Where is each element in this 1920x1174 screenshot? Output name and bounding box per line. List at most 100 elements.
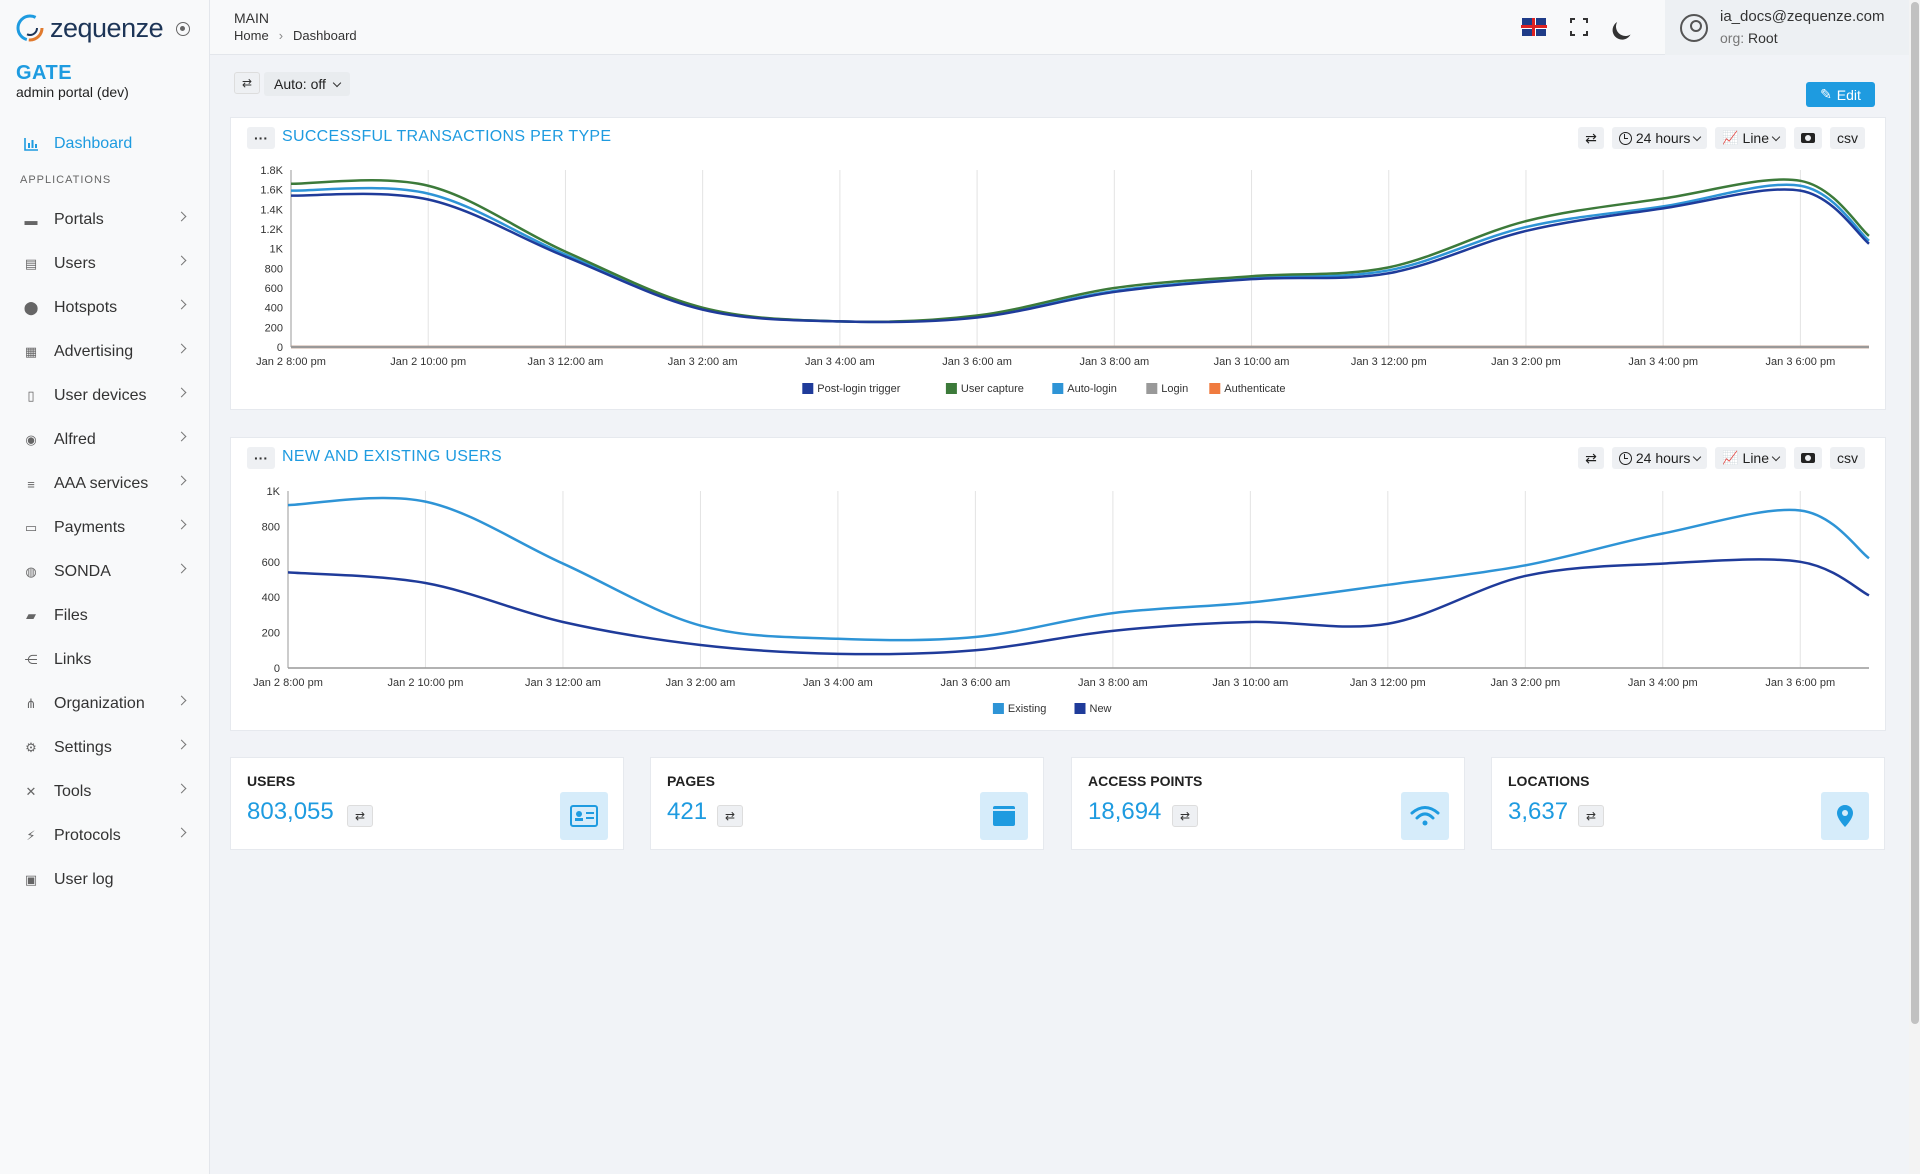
sidebar-item-sonda[interactable]: ◍ SONDA <box>0 550 209 594</box>
y-tick-label: 1K <box>267 486 281 498</box>
auto-refresh-select[interactable]: Auto: off <box>264 72 350 96</box>
edit-button[interactable]: ✎ Edit <box>1806 82 1875 107</box>
users-chart[interactable]: 0 200 400 600 800 1K Jan 2 8:00 pm Jan 2 10:00 … <box>231 478 1885 730</box>
legend-swatch <box>1074 703 1086 714</box>
series-line-post-login-trigger <box>290 188 1870 324</box>
chevron-right-icon <box>176 739 187 750</box>
sidebar-item-label: SONDA <box>54 563 111 580</box>
chart-type-select[interactable]: 📈 Line <box>1715 447 1786 469</box>
csv-button[interactable]: csv <box>1830 447 1865 469</box>
clock-icon <box>1618 131 1632 145</box>
share-icon: ⋲ <box>24 652 38 667</box>
chevron-right-icon <box>176 299 187 310</box>
x-tick-label: Jan 3 6:00 pm <box>1766 356 1836 368</box>
chevron-right-icon <box>176 563 187 574</box>
x-tick-label: Jan 3 2:00 am <box>668 356 738 368</box>
sidebar-item-label: Portals <box>54 211 104 228</box>
logo[interactable]: zequenze <box>14 12 164 44</box>
stat-refresh-button[interactable]: ⇄ <box>717 805 743 827</box>
edit-icon: ✎ <box>1820 86 1832 102</box>
breadcrumb-home[interactable]: Home <box>234 28 269 43</box>
stat-label: PAGES <box>667 773 715 789</box>
panel-menu-button[interactable]: ··· <box>247 447 275 469</box>
camera-icon <box>1801 453 1815 463</box>
logo-wordmark: zequenze <box>50 12 164 43</box>
screenshot-button[interactable] <box>1794 447 1822 469</box>
sidebar-item-user-log[interactable]: ▣ User log <box>0 858 209 902</box>
pin-sidebar-icon[interactable] <box>176 22 190 36</box>
chevron-down-icon <box>1693 132 1702 141</box>
newspaper-icon: ▦ <box>24 344 38 359</box>
y-tick-label: 0 <box>274 663 280 675</box>
time-range-label: 24 hours <box>1635 450 1691 466</box>
panel-menu-button[interactable]: ··· <box>247 127 275 149</box>
breadcrumb: Home › Dashboard <box>234 28 357 43</box>
fullscreen-icon[interactable] <box>1569 17 1589 37</box>
chart-type-select[interactable]: 📈 Line <box>1715 127 1786 149</box>
y-tick-label: 1.6K <box>260 185 283 197</box>
x-tick-label: Jan 3 8:00 am <box>1078 677 1148 689</box>
series-line-user-capture <box>290 178 1870 324</box>
sidebar-item-users[interactable]: ▤ Users <box>0 242 209 286</box>
sidebar-item-organization[interactable]: ⋔ Organization <box>0 682 209 726</box>
users-panel: ··· NEW AND EXISTING USERS ⇄ 24 hours 📈 L… <box>230 437 1886 731</box>
y-tick-label: 1.2K <box>260 224 283 236</box>
x-tick-label: Jan 3 12:00 pm <box>1351 356 1427 368</box>
stat-label: LOCATIONS <box>1508 773 1590 789</box>
stat-refresh-button[interactable]: ⇄ <box>1172 805 1198 827</box>
sidebar-item-payments[interactable]: ▭ Payments <box>0 506 209 550</box>
sidebar-item-aaa-services[interactable]: ≡ AAA services <box>0 462 209 506</box>
chevron-right-icon <box>176 255 187 266</box>
sidebar-item-label: Organization <box>54 695 145 712</box>
sidebar: zequenze GATE admin portal (dev) Dashboa… <box>0 0 210 1174</box>
sidebar-item-label: Settings <box>54 739 112 756</box>
panel-refresh-button[interactable]: ⇄ <box>1578 447 1604 469</box>
time-range-select[interactable]: 24 hours <box>1611 447 1708 469</box>
refresh-icon: ⇄ <box>1179 809 1191 823</box>
stat-refresh-button[interactable]: ⇄ <box>1578 805 1604 827</box>
id-card-icon: ▤ <box>24 256 38 271</box>
time-range-select[interactable]: 24 hours <box>1611 127 1708 149</box>
scrollbar-thumb[interactable] <box>1911 2 1919 1024</box>
top-header: MAIN Home › Dashboard ia_docs@zequenze.c… <box>210 0 1920 55</box>
sidebar-section-applications: APPLICATIONS <box>20 174 112 186</box>
panel-refresh-button[interactable]: ⇄ <box>1578 127 1604 149</box>
screenshot-button[interactable] <box>1794 127 1822 149</box>
sidebar-item-settings[interactable]: ⚙ Settings <box>0 726 209 770</box>
sidebar-item-label: AAA services <box>54 475 149 492</box>
auto-refresh-label: Auto: off <box>274 76 326 92</box>
sidebar-item-hotspots[interactable]: ⬤ Hotspots <box>0 286 209 330</box>
sidebar-item-advertising[interactable]: ▦ Advertising <box>0 330 209 374</box>
csv-button[interactable]: csv <box>1830 127 1865 149</box>
dark-mode-moon-icon[interactable] <box>1614 15 1636 37</box>
refresh-all-button[interactable]: ⇄ <box>234 72 260 94</box>
legend-swatch <box>1209 383 1221 394</box>
chevron-right-icon <box>176 475 187 486</box>
stat-refresh-button[interactable]: ⇄ <box>347 805 373 827</box>
x-tick-label: Jan 3 4:00 am <box>803 677 873 689</box>
sidebar-item-protocols[interactable]: ⚡ Protocols <box>0 814 209 858</box>
user-email: ia_docs@zequenze.com <box>1720 8 1885 25</box>
chevron-right-icon <box>176 343 187 354</box>
chevron-right-icon <box>176 695 187 706</box>
tools-icon: ✕ <box>25 784 37 799</box>
sidebar-item-portals[interactable]: ▬ Portals <box>0 198 209 242</box>
user-org: org: Root <box>1720 30 1778 46</box>
sidebar-item-files[interactable]: ▰ Files <box>0 594 209 638</box>
sidebar-item-dashboard[interactable]: Dashboard <box>0 122 209 166</box>
mobile-icon: ▯ <box>27 388 35 403</box>
location-pin-icon <box>1821 792 1869 840</box>
panel-title: SUCCESSFUL TRANSACTIONS PER TYPE <box>282 128 612 145</box>
sidebar-item-tools[interactable]: ✕ Tools <box>0 770 209 814</box>
sidebar-item-alfred[interactable]: ◉ Alfred <box>0 418 209 462</box>
user-menu[interactable]: ia_docs@zequenze.com org: Root <box>1665 0 1920 55</box>
org-key: org: <box>1720 30 1745 46</box>
camera-icon <box>1801 133 1815 143</box>
sidebar-item-links[interactable]: ⋲ Links <box>0 638 209 682</box>
refresh-icon: ⇄ <box>1585 449 1597 466</box>
legend-label: Login <box>1161 383 1188 395</box>
x-tick-label: Jan 3 2:00 pm <box>1490 677 1560 689</box>
transactions-chart[interactable]: 0 200 400 600 800 1K 1.2K 1.4K 1.6K 1.8K Jan 2 8:0… <box>231 158 1885 409</box>
sidebar-item-user-devices[interactable]: ▯ User devices <box>0 374 209 418</box>
refresh-icon: ⇄ <box>1585 809 1597 823</box>
